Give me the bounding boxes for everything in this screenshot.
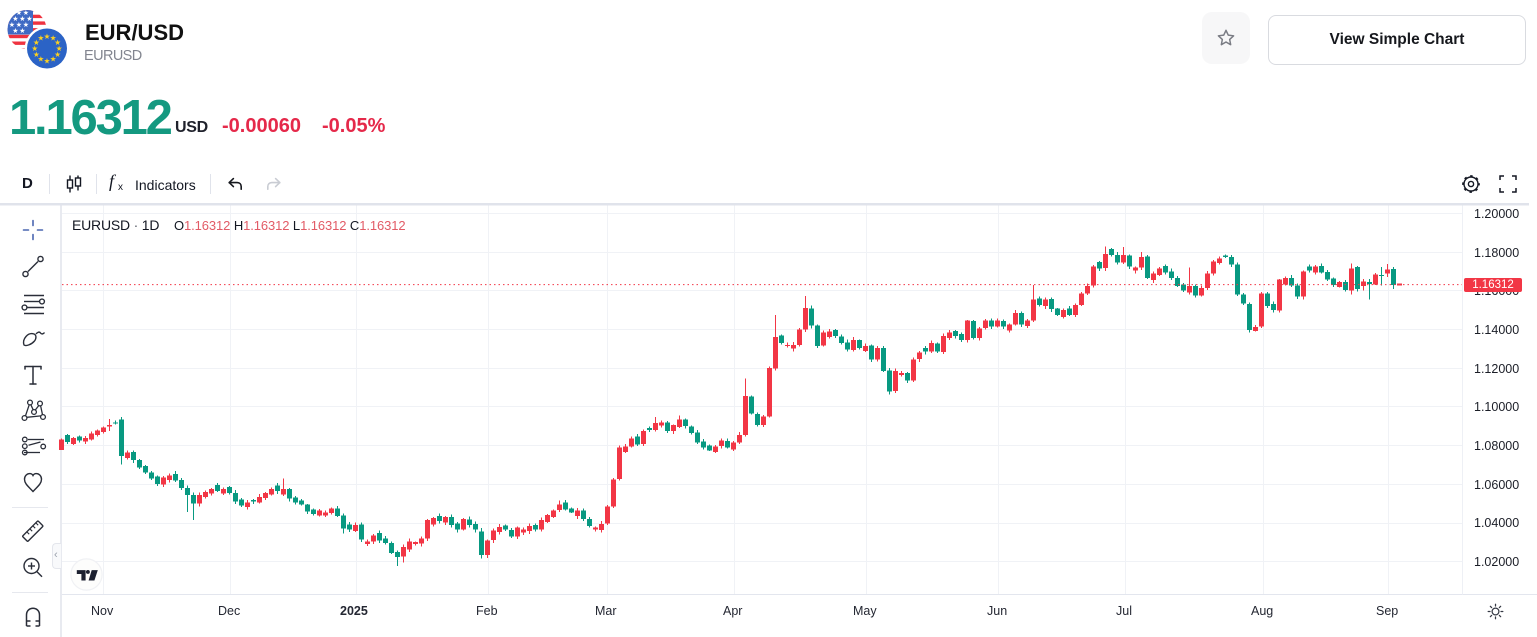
svg-text:★: ★ — [54, 38, 61, 47]
svg-text:★: ★ — [23, 21, 29, 29]
svg-text:★: ★ — [50, 34, 57, 43]
svg-text:★: ★ — [37, 55, 44, 64]
svg-text:★: ★ — [54, 50, 61, 59]
svg-text:★: ★ — [31, 44, 38, 53]
svg-text:★: ★ — [44, 56, 51, 65]
svg-text:★: ★ — [56, 44, 63, 53]
svg-text:★: ★ — [9, 21, 15, 29]
svg-text:★: ★ — [19, 15, 25, 23]
svg-text:★: ★ — [33, 50, 40, 59]
svg-text:★: ★ — [44, 32, 51, 41]
svg-text:★: ★ — [19, 27, 25, 35]
svg-text:★: ★ — [33, 38, 40, 47]
svg-text:★: ★ — [16, 21, 22, 29]
svg-text:★: ★ — [12, 15, 18, 23]
svg-text:★: ★ — [23, 9, 29, 17]
svg-text:★: ★ — [16, 9, 22, 17]
svg-text:★: ★ — [12, 27, 18, 35]
svg-text:★: ★ — [50, 55, 57, 64]
svg-text:★: ★ — [37, 34, 44, 43]
svg-text:★: ★ — [26, 15, 32, 23]
